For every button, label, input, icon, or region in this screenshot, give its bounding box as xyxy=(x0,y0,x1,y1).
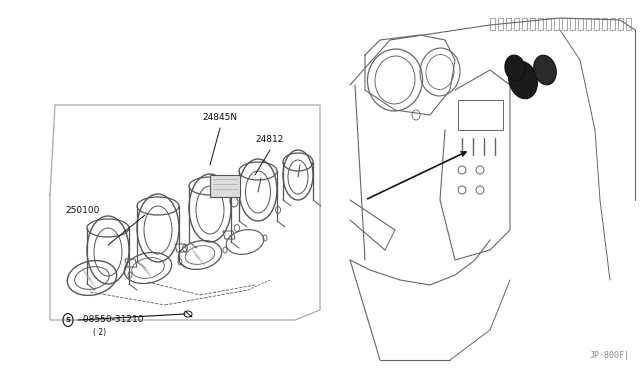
Text: JP·800F|: JP·800F| xyxy=(590,351,630,360)
Text: 08550-31210: 08550-31210 xyxy=(80,315,143,324)
Text: ( 2): ( 2) xyxy=(93,328,106,337)
Ellipse shape xyxy=(534,55,556,85)
Ellipse shape xyxy=(509,61,538,99)
FancyBboxPatch shape xyxy=(210,175,240,197)
Text: 250100: 250100 xyxy=(66,205,100,215)
Text: 24845N: 24845N xyxy=(202,113,237,122)
Ellipse shape xyxy=(505,55,525,81)
Text: S: S xyxy=(65,317,70,323)
Text: 24812: 24812 xyxy=(256,135,284,144)
